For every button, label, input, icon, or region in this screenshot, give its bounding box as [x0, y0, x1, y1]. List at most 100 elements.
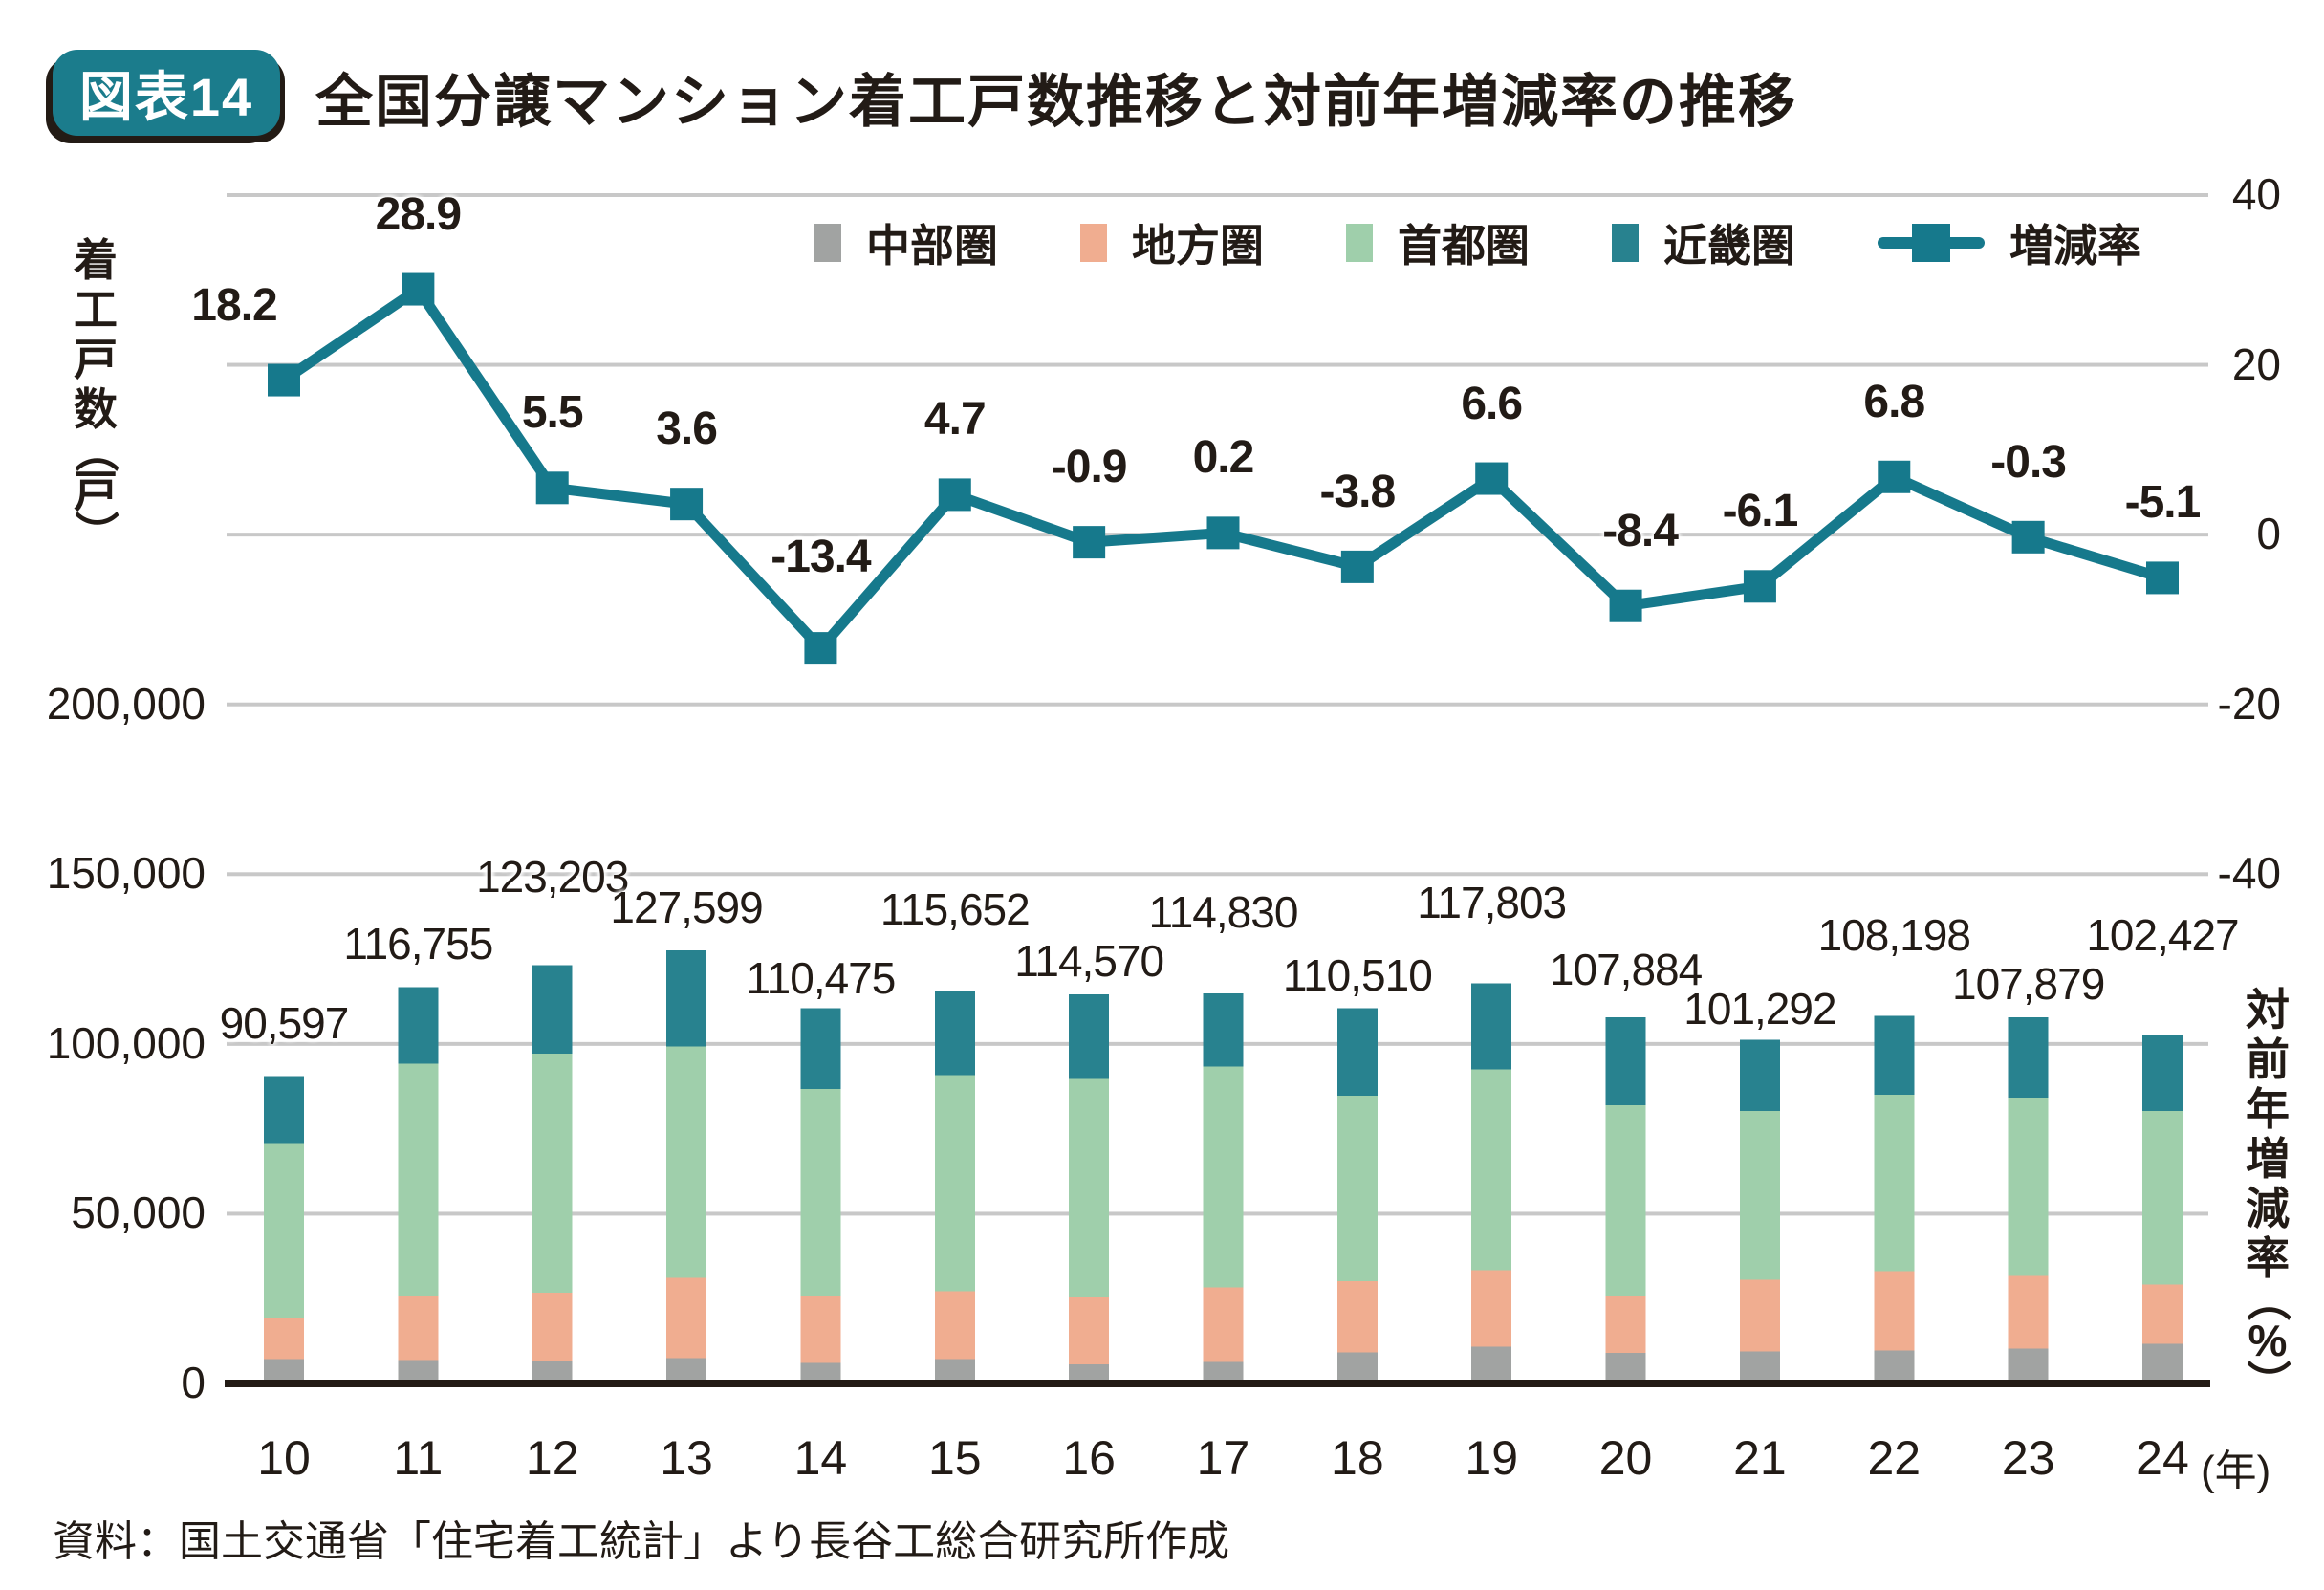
bar-segment-kinki [2141, 1035, 2183, 1111]
shuto-swatch-icon [1346, 224, 1373, 262]
bar-segment-chubu [800, 1362, 841, 1383]
bar-segment-kinki [1203, 993, 1244, 1067]
bar-segment-chihou [264, 1318, 304, 1360]
axis-title-char: 戸 [74, 467, 118, 516]
bar-segment-shuto [1069, 1078, 1110, 1298]
bar-segment-kinki [398, 987, 439, 1064]
bar-segment-shuto [1471, 1069, 1512, 1271]
line-marker [1475, 462, 1509, 495]
bar-segment-chubu [398, 1360, 439, 1383]
line-marker [1073, 526, 1106, 559]
bar-segment-shuto [532, 1053, 573, 1294]
axis-title-char: 着 [74, 235, 118, 285]
legend-label: 中部圏 [866, 221, 998, 271]
bar-segment-chubu [1605, 1353, 1646, 1383]
axis-title-char: ） [2243, 1360, 2292, 1404]
bar-segment-chihou [800, 1296, 841, 1363]
bar-segment-kinki [264, 1076, 304, 1144]
legend-item-shuto: 首都圏 [1346, 211, 1530, 274]
bar-segment-shuto [934, 1075, 975, 1292]
legend-item-kinki: 近畿圏 [1612, 211, 1795, 274]
axis-title-char: 前 [2246, 1035, 2290, 1084]
bar-segment-chubu [2008, 1348, 2049, 1383]
line-marker [1878, 460, 1911, 493]
bar-segment-chubu [264, 1359, 304, 1383]
bar-segment-chihou [1471, 1270, 1512, 1347]
bar-segment-shuto [2008, 1097, 2049, 1276]
axis-title-char: 戸 [74, 335, 118, 384]
line-marker [268, 363, 300, 397]
figure-badge-label: 図表14 [78, 66, 254, 127]
legend-item-rate: 増減率 [1878, 211, 2141, 274]
bar-segment-chihou [666, 1277, 707, 1359]
line-marker [1206, 516, 1240, 550]
bar-segment-chubu [1874, 1350, 1915, 1383]
kinki-swatch-icon [1612, 224, 1639, 262]
bar-segment-shuto [1336, 1095, 1378, 1282]
bar-segment-chihou [1874, 1271, 1915, 1351]
bar-segment-chubu [1203, 1361, 1244, 1383]
bar-segment-chubu [1336, 1352, 1378, 1383]
axis-title-char: % [2248, 1316, 2288, 1365]
bar-segment-chubu [1739, 1351, 1780, 1383]
gridline [227, 193, 2208, 197]
bar-segment-chihou [934, 1291, 975, 1360]
bar-segment-shuto [800, 1089, 841, 1296]
gridline [227, 702, 2208, 707]
legend-label: 首都圏 [1398, 221, 1530, 271]
legend-item-chubu: 中部圏 [814, 211, 998, 274]
axis-title-char: （ [71, 428, 120, 472]
bar-segment-shuto [666, 1046, 707, 1278]
bar-segment-chihou [2008, 1275, 2049, 1349]
bar-segment-kinki [1336, 1008, 1378, 1096]
gridline [227, 872, 2208, 877]
right-axis-title: 対前年増減率（%） [2239, 985, 2296, 1404]
bar-segment-chihou [398, 1296, 439, 1361]
bar-segment-kinki [1069, 994, 1110, 1079]
bar-segment-chubu [1471, 1346, 1512, 1383]
line-marker [2145, 561, 2179, 595]
trend-square-icon [1912, 224, 1950, 262]
axis-title-char: 対 [2246, 985, 2290, 1035]
bar-segment-chihou [1203, 1287, 1244, 1362]
bar-segment-chihou [1605, 1296, 1646, 1354]
axis-title-char: 数 [74, 384, 118, 434]
bar-segment-kinki [532, 965, 573, 1054]
chubu-swatch-icon [814, 224, 841, 262]
figure-badge: 図表14 [53, 50, 280, 136]
bar-segment-kinki [934, 991, 975, 1076]
bar-segment-shuto [1605, 1104, 1646, 1296]
chihou-swatch-icon [1080, 224, 1107, 262]
bar-segment-shuto [2141, 1110, 2183, 1285]
line-marker [402, 272, 435, 306]
bar-segment-shuto [1739, 1110, 1780, 1280]
bar-segment-chubu [532, 1361, 573, 1383]
bar-segment-kinki [2008, 1016, 2049, 1098]
trend-line-marker-icon [1878, 222, 1985, 264]
axis-title-char: 率 [2246, 1233, 2290, 1283]
line-marker [1743, 570, 1776, 603]
gridline [227, 362, 2208, 367]
bar-segment-chihou [2141, 1284, 2183, 1344]
axis-title-char: 減 [2246, 1184, 2290, 1233]
axis-title-char: 増 [2246, 1134, 2290, 1184]
legend-label: 増減率 [2009, 221, 2141, 271]
bar-segment-chihou [1069, 1297, 1110, 1365]
bar-segment-kinki [800, 1008, 841, 1090]
x-axis-baseline [225, 1380, 2210, 1387]
axis-title-char: ） [71, 511, 120, 555]
bar-segment-chubu [666, 1358, 707, 1383]
bar-segment-kinki [1605, 1016, 1646, 1105]
bar-segment-chubu [1069, 1364, 1110, 1383]
bar-segment-shuto [398, 1063, 439, 1296]
bar-segment-shuto [1874, 1095, 1915, 1272]
line-marker [1340, 550, 1374, 583]
axis-title-char: 年 [2246, 1084, 2290, 1134]
bar-segment-shuto [264, 1143, 304, 1318]
bar-segment-chubu [2141, 1343, 2183, 1383]
axis-title-char: （ [2243, 1277, 2292, 1321]
bar-segment-chihou [1739, 1279, 1780, 1352]
bar-segment-kinki [1874, 1015, 1915, 1096]
